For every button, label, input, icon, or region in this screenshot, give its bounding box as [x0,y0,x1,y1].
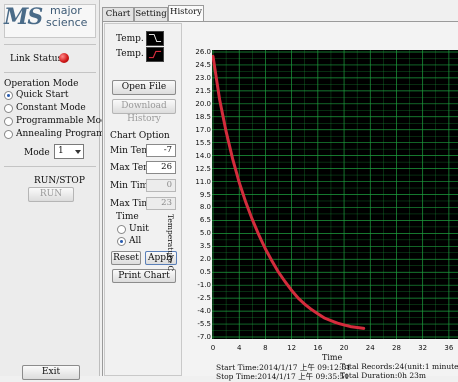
radio-quick-start[interactable]: Quick Start [4,90,68,100]
chevron-down-icon [75,150,81,154]
radio-label: Annealing Program [16,129,105,139]
max-time-label: Max Time [110,199,156,209]
radio-icon[interactable] [4,103,13,113]
logo-mark: MS [4,4,43,30]
divider [4,166,96,167]
y-tick-label: -7.0 [197,333,211,341]
radio-checked-icon[interactable] [4,90,13,100]
run-button[interactable]: RUN [28,187,74,202]
sv-line-legend-icon [146,31,164,46]
tab-chart[interactable]: Chart [102,7,134,21]
y-tick-label: 21.5 [195,86,211,95]
radio-annealing-program[interactable]: Annealing Program [4,129,105,139]
max-time-input[interactable]: 23 [146,197,176,210]
y-tick-label: 2.0 [199,255,211,264]
mode-select-value: 1 [58,146,64,156]
pv-line-legend-icon [146,47,164,62]
y-tick-label: 14.0 [195,151,211,160]
logo [4,4,96,38]
min-time-label: Min Time [110,181,154,191]
x-tick-label: 12 [287,344,297,352]
x-tick-label: 16 [313,344,323,352]
radio-time-all[interactable]: All [117,236,141,246]
total-records-text: Total Records:24(unit:1 minutes) [340,362,458,371]
x-tick-label: 8 [263,344,268,352]
y-tick-label: 3.5 [199,242,211,251]
reset-button[interactable]: Reset [111,251,141,265]
y-tick-label: 15.5 [195,138,211,147]
radio-icon[interactable] [4,116,13,126]
y-tick-label: 8.0 [199,203,211,212]
temperature-pv-series-line [212,54,366,330]
radio-icon[interactable] [4,129,13,139]
link-status-label: Link Status [10,54,63,64]
tab-history[interactable]: History [168,5,204,21]
y-tick-label: 12.5 [195,164,211,173]
y-tick-label: 6.5 [199,216,211,225]
tab-setting[interactable]: Setting [134,7,168,21]
max-temp-label: Max Temp. [110,163,161,173]
mode-label: Mode [24,148,50,158]
x-tick-label: 20 [339,344,349,352]
exit-button[interactable]: Exit [22,365,80,380]
radio-constant-mode[interactable]: Constant Mode [4,103,86,113]
link-status-led-icon [59,53,69,63]
mode-select[interactable]: 1 [54,144,84,159]
x-tick-label: 4 [236,344,242,352]
x-tick-label: 28 [392,344,401,352]
y-tick-label: -5.5 [197,320,211,329]
y-tick-label: 5.0 [199,229,211,238]
min-temp-input[interactable]: -7 [146,144,176,157]
x-tick-label: 24 [365,344,375,352]
open-file-button[interactable]: Open File [112,80,176,95]
y-tick-label: 24.5 [195,60,211,69]
min-temp-label: Min Temp. [110,146,159,156]
y-tick-label: -2.5 [197,294,211,303]
radio-label: Constant Mode [16,103,86,113]
max-temp-input[interactable]: 26 [146,161,176,174]
download-history-button[interactable]: Download History [112,99,176,124]
y-tick-label: 18.5 [195,112,211,121]
radio-checked-icon[interactable] [117,236,126,246]
y-tick-label: -1.0 [197,281,211,290]
temp-pv-label: Temp. PV [116,49,160,59]
min-time-input[interactable]: 0 [146,179,176,192]
temp-sv-label: Temp. SV [116,34,160,44]
stop-time-text: Stop Time:2014/1/17 上午 09:35:51 [216,372,350,381]
radio-programmable-mode[interactable]: Programmable Mode [4,116,112,126]
time-group-title: Time [116,212,139,222]
x-tick-label: 0 [210,344,216,352]
radio-icon[interactable] [117,224,126,234]
x-axis-label: Time [322,353,343,362]
chart-option-title: Chart Option [110,131,170,141]
y-axis-label: Temperature C [166,214,175,272]
radio-label: Programmable Mode [16,116,113,126]
radio-label: Quick Start [16,90,69,100]
logo-text-science: science [46,16,88,29]
runstop-label: RUN/STOP [34,176,85,186]
y-tick-label: 17.0 [195,125,211,134]
x-tick-label: 32 [418,344,428,352]
y-tick-label: 9.5 [199,190,211,199]
x-tick-label: 36 [444,344,454,352]
print-chart-button[interactable]: Print Chart [112,269,176,283]
divider [4,72,96,73]
radio-label: Unit [129,224,149,234]
radio-time-unit[interactable]: Unit [117,224,149,234]
radio-label: All [129,236,142,246]
temperature-history-chart [212,50,458,339]
y-tick-label: -4.0 [197,307,211,316]
logo-text-major: major [50,4,82,17]
apply-button[interactable]: Apply [145,251,177,265]
y-tick-label: 11.0 [195,177,211,186]
y-tick-label: 0.5 [199,268,211,277]
y-tick-label: 20.0 [195,99,211,108]
divider [4,44,96,45]
y-tick-label: 23.0 [195,73,211,82]
operation-mode-title: Operation Mode [4,79,79,89]
start-time-text: Start Time:2014/1/17 上午 09:12:51 [216,363,351,372]
y-tick-label: 26.0 [195,48,211,56]
